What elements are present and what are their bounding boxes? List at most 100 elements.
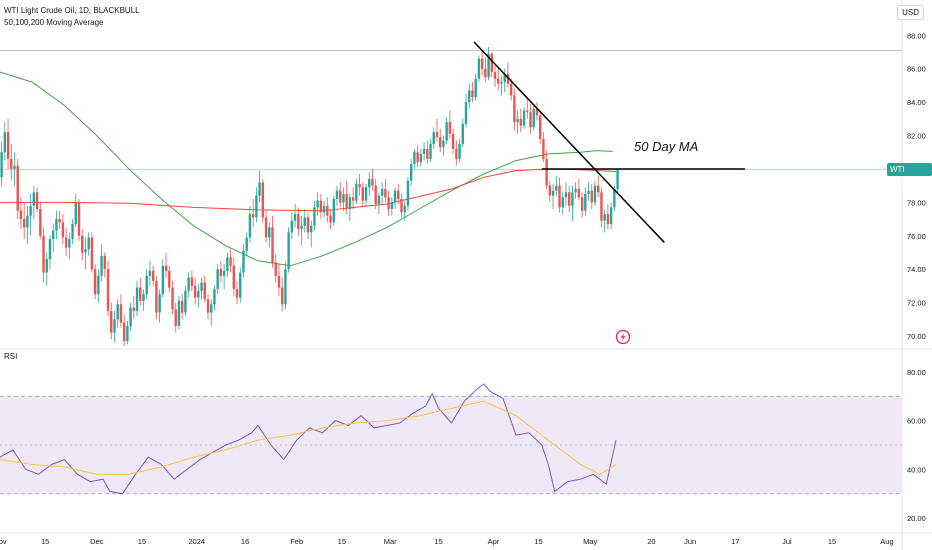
- candle: [535, 102, 539, 121]
- candle: [39, 202, 42, 240]
- candle: [32, 185, 36, 220]
- candle: [487, 47, 490, 81]
- candle-body: [6, 132, 10, 159]
- time-tick-label: Jul: [782, 537, 792, 546]
- candle: [264, 210, 268, 243]
- candle: [84, 237, 87, 270]
- candle: [277, 264, 281, 296]
- candle-body: [255, 195, 258, 218]
- candle-body: [329, 215, 332, 223]
- candle-body: [277, 275, 281, 288]
- candle-body: [577, 189, 581, 198]
- drawings[interactable]: [473, 41, 745, 243]
- candle: [184, 285, 187, 316]
- time-tick-label: Apr: [488, 537, 500, 546]
- candle: [345, 180, 348, 215]
- candle-body: [190, 277, 194, 286]
- candle: [580, 192, 584, 218]
- candle: [393, 187, 397, 210]
- candle-body: [213, 289, 216, 305]
- candle: [155, 275, 158, 320]
- candle: [390, 197, 394, 216]
- candle-body: [480, 58, 484, 69]
- candle: [171, 280, 174, 315]
- candle: [571, 185, 574, 221]
- candle-body: [487, 53, 490, 78]
- candle: [126, 320, 129, 345]
- price-tick-label: 88.00: [907, 31, 926, 40]
- candle-body: [261, 182, 265, 218]
- candle-body: [310, 225, 313, 233]
- candle-body: [471, 90, 474, 98]
- candle-body: [442, 140, 445, 148]
- candle-body: [97, 275, 100, 295]
- candle-body: [297, 214, 300, 230]
- candle-body: [187, 277, 190, 291]
- candle: [135, 280, 139, 316]
- candle: [197, 284, 200, 308]
- candle-body: [39, 209, 42, 236]
- candle-body: [326, 205, 329, 216]
- candle: [358, 173, 361, 196]
- candle: [426, 140, 429, 164]
- candle-body: [603, 214, 606, 221]
- candle: [239, 267, 242, 303]
- candle: [413, 148, 416, 169]
- candle: [400, 194, 403, 218]
- candle-body: [110, 310, 113, 333]
- candle-body: [235, 289, 239, 298]
- candle-body: [139, 287, 142, 301]
- candle-body: [429, 143, 432, 159]
- candle-body: [580, 197, 584, 211]
- candle: [226, 252, 229, 278]
- candle: [377, 192, 381, 215]
- candle-body: [564, 192, 568, 198]
- candle-body: [322, 205, 326, 213]
- price-tick-label: 74.00: [907, 265, 926, 274]
- candle: [248, 205, 252, 243]
- candle: [219, 260, 223, 283]
- candle-body: [64, 237, 68, 248]
- lightning-icon[interactable]: [615, 329, 631, 345]
- candle-body: [597, 185, 600, 193]
- candle-body: [390, 202, 394, 210]
- candle-body: [77, 202, 81, 236]
- candle: [339, 182, 342, 208]
- candle: [616, 168, 619, 195]
- rsi-tick-label: 20.00: [907, 514, 926, 523]
- candle: [409, 158, 413, 186]
- candle: [58, 210, 61, 230]
- candle: [106, 260, 110, 316]
- candle: [332, 195, 335, 226]
- candle-body: [116, 304, 119, 320]
- candle: [284, 262, 287, 310]
- candle: [200, 277, 203, 300]
- candle: [484, 57, 487, 83]
- price-tick-label: 72.00: [907, 299, 926, 308]
- currency-button[interactable]: USD: [897, 5, 924, 20]
- candle: [142, 289, 145, 311]
- candle-body: [474, 78, 477, 98]
- candle-body: [545, 158, 548, 186]
- candle-body: [571, 192, 574, 206]
- candle: [593, 180, 597, 206]
- candle-body: [61, 222, 65, 238]
- candle-body: [468, 90, 471, 103]
- candle-body: [274, 262, 277, 276]
- candle-body: [526, 110, 529, 113]
- candle: [229, 249, 232, 273]
- candlesticks[interactable]: [0, 47, 619, 346]
- candle-body: [584, 194, 587, 211]
- candle-body: [19, 210, 23, 220]
- candle-body: [280, 287, 284, 305]
- candle: [113, 310, 116, 343]
- price-tick-label: 70.00: [907, 332, 926, 341]
- candle-body: [103, 255, 106, 270]
- candle-body: [422, 148, 426, 154]
- candle: [61, 214, 65, 245]
- candle: [503, 68, 506, 93]
- candle: [387, 190, 390, 216]
- candle-body: [519, 118, 523, 126]
- candle-body: [590, 190, 593, 203]
